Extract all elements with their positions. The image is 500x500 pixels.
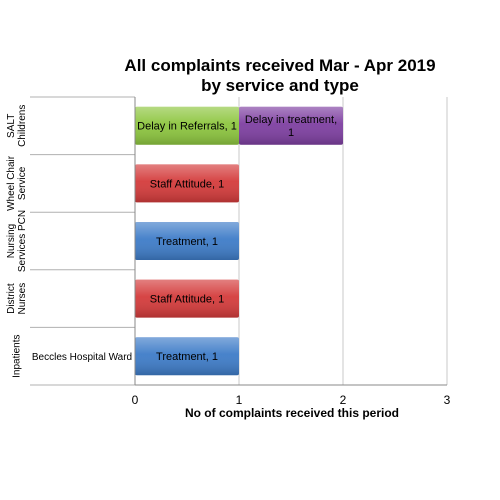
group-label-line: District — [6, 283, 17, 314]
data-label-line: Treatment, 1 — [156, 236, 218, 248]
bars: Delay in Referrals, 1 Delay in treatment,… — [135, 106, 343, 376]
x-tick-label: 2 — [340, 393, 347, 407]
group-label: Inpatients — [12, 335, 23, 378]
data-label: Treatment, 1 — [156, 351, 218, 363]
bar-segment-shading — [135, 279, 239, 318]
group-label-line: Nurses — [17, 283, 28, 315]
x-tick-label: 0 — [132, 393, 139, 407]
group-label-line: Wheel Chair — [6, 155, 17, 211]
data-label-line: 1 — [288, 127, 294, 139]
data-label: Delay in Referrals, 1 — [137, 121, 237, 133]
chart-title-line-2: by service and type — [201, 76, 359, 95]
data-label-line: Delay in treatment, — [245, 114, 337, 126]
group-label: DistrictNurses — [6, 283, 28, 315]
group-label-line: Service — [17, 166, 28, 200]
chart-title: All complaints received Mar - Apr 2019 b… — [60, 56, 500, 96]
group-label-line: Inpatients — [12, 335, 23, 378]
group-label: SALTChildrens — [6, 105, 28, 147]
data-label-line: Treatment, 1 — [156, 351, 218, 363]
chart-title-line-1: All complaints received Mar - Apr 2019 — [124, 56, 436, 75]
x-tick-label: 1 — [236, 393, 243, 407]
data-label: Staff Attitude, 1 — [150, 178, 224, 190]
data-label: Treatment, 1 — [156, 236, 218, 248]
data-label-line: Delay in Referrals, 1 — [137, 121, 237, 133]
x-tick-label: 3 — [444, 393, 451, 407]
x-axis-title: No of complaints received this period — [185, 406, 399, 420]
bar-segment-shading — [135, 337, 239, 376]
bar-segment-shading — [239, 106, 343, 145]
bar-segment-shading — [135, 106, 239, 145]
bar-segment-shading — [135, 164, 239, 203]
value-axis: 0 1 2 3 — [132, 97, 451, 407]
data-label-line: Staff Attitude, 1 — [150, 178, 224, 190]
group-label-line: Childrens — [17, 105, 28, 147]
category-label: Beccles Hospital Ward — [32, 352, 132, 363]
bar-segment-shading — [135, 221, 239, 261]
group-label: Wheel ChairService — [6, 155, 28, 211]
group-label-line: Nursing — [6, 224, 17, 258]
data-label: Staff Attitude, 1 — [150, 293, 224, 305]
group-label-line: SALT — [6, 114, 17, 138]
group-label-line: Services PCN — [17, 210, 28, 272]
data-label-line: Staff Attitude, 1 — [150, 293, 224, 305]
group-label: NursingServices PCN — [6, 210, 28, 272]
data-label: Delay in treatment, 1 — [245, 114, 337, 139]
